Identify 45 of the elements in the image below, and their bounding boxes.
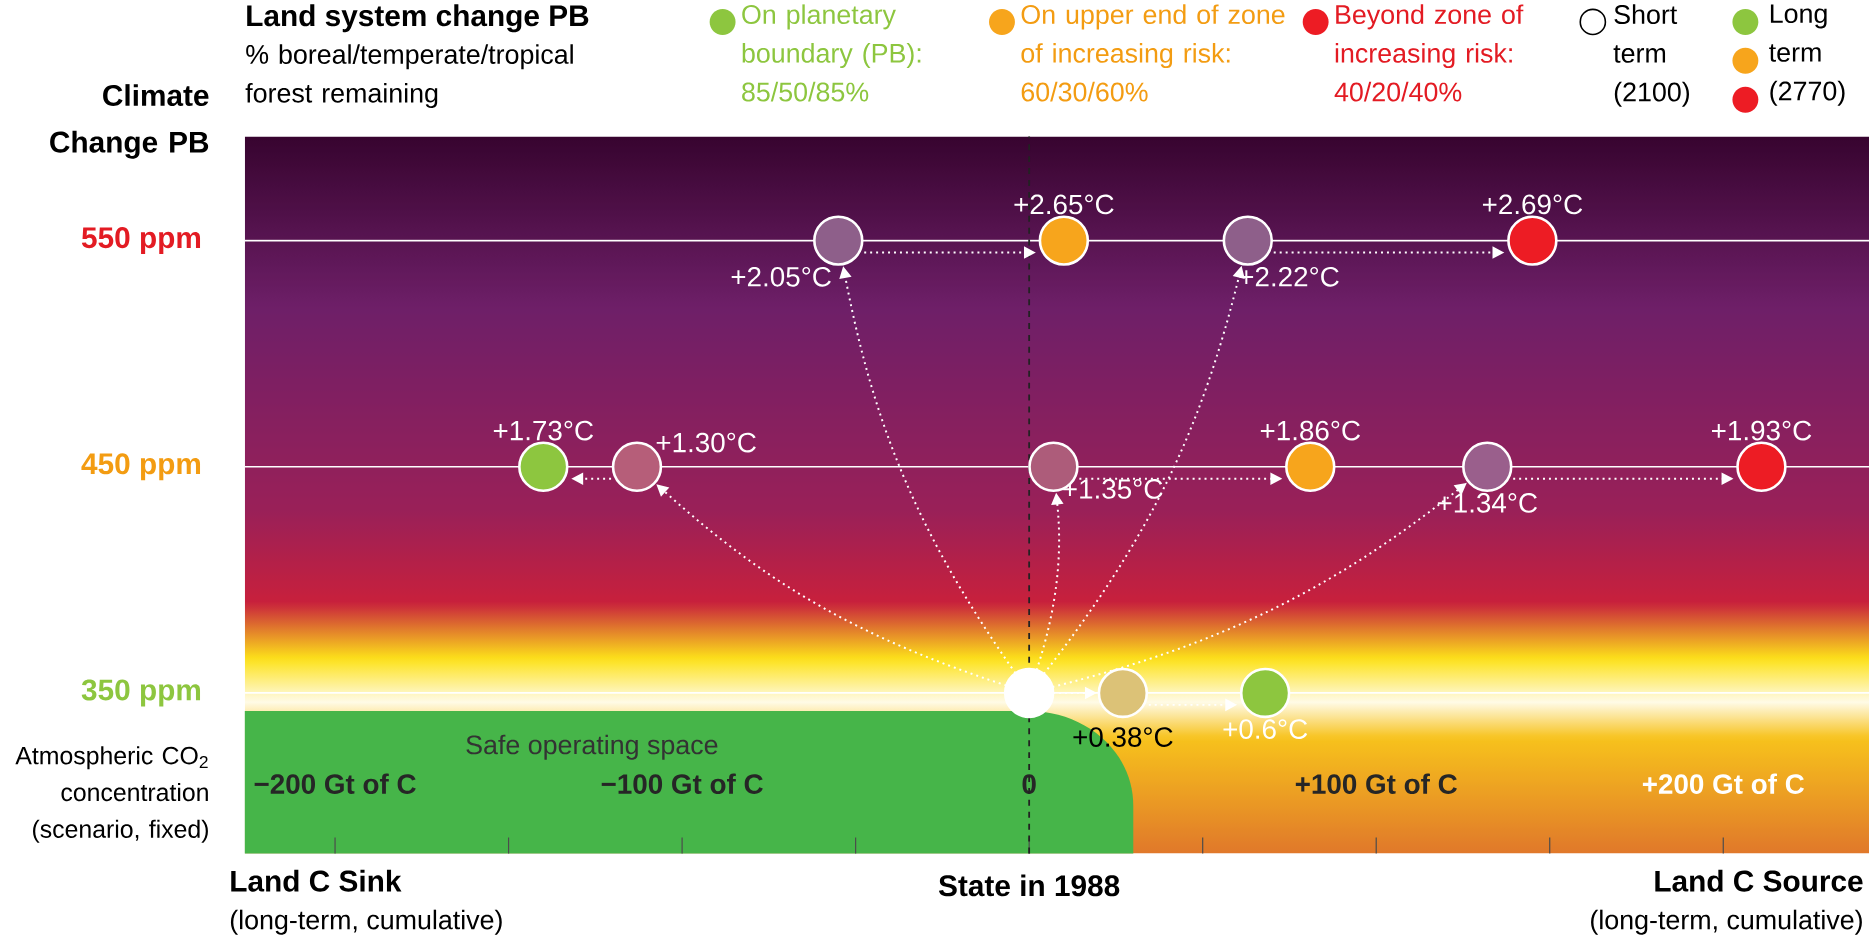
text: Beyond zone of increasing risk: 40/20/40% — [1334, 4, 1524, 102]
x-tick-label: +100 Gt of C — [1295, 773, 1457, 794]
annotation: +1.30°C — [656, 432, 756, 453]
chart-subtitle: % boreal/temperate/tropical forest remaining — [245, 44, 573, 108]
annotation: +2.22°C — [1239, 266, 1339, 287]
x-axis-title: State in 1988 — [938, 874, 1120, 897]
annotation: +2.05°C — [731, 266, 831, 287]
annotation: +1.93°C — [1712, 420, 1812, 441]
annotation: +1.35°C — [1063, 479, 1163, 499]
chart-title: Land system change PB — [247, 4, 589, 33]
point — [518, 441, 569, 492]
text: On planetary boundary (PB): 85/50/85% — [742, 4, 921, 102]
point — [1097, 667, 1149, 719]
text: (long-term, cumulative) — [230, 909, 502, 935]
x-tick-label: 0 — [1022, 774, 1036, 794]
point — [1003, 667, 1055, 719]
y-tick-label: 450 ppm — [81, 453, 201, 481]
y-tick-label: 550 ppm — [81, 227, 201, 254]
y-axis-title: Climate Change PB — [50, 84, 209, 159]
x-tick-label: +200 Gt of C — [1642, 773, 1805, 794]
point — [1507, 215, 1558, 266]
point — [1239, 667, 1291, 719]
annotation: +1.73°C — [493, 420, 594, 441]
point — [1222, 215, 1274, 266]
point — [1462, 441, 1513, 492]
x-tick-label: −200 Gt of C — [254, 773, 416, 794]
point — [813, 215, 864, 266]
annotation: +0.6°C — [1223, 719, 1308, 739]
text: On upper end of zone of increasing risk: 60/30/60% — [1021, 4, 1285, 102]
annotation: +1.34°C — [1437, 492, 1537, 513]
text: Short term (2100) — [1613, 4, 1690, 107]
annotation: +2.69°C — [1482, 194, 1583, 215]
point — [1736, 441, 1787, 492]
legend-label: Long term (2770) — [1769, 4, 1845, 106]
text: Atmospheric CO$_{2}$ concentration (scenario, fixed) — [15, 746, 208, 843]
annotation: Safe operating space — [466, 734, 718, 760]
annotation: +1.86°C — [1260, 420, 1361, 441]
text: (long-term, cumulative) — [1591, 909, 1862, 935]
point — [1038, 215, 1090, 266]
text: Land C Sink — [231, 869, 402, 892]
x-tick-label: −100 Gt of C — [601, 773, 763, 794]
y-tick-label: 350 ppm — [81, 679, 201, 707]
text: Land C Source — [1655, 869, 1863, 892]
point — [1285, 441, 1336, 492]
annotation: +2.65°C — [1014, 194, 1114, 215]
